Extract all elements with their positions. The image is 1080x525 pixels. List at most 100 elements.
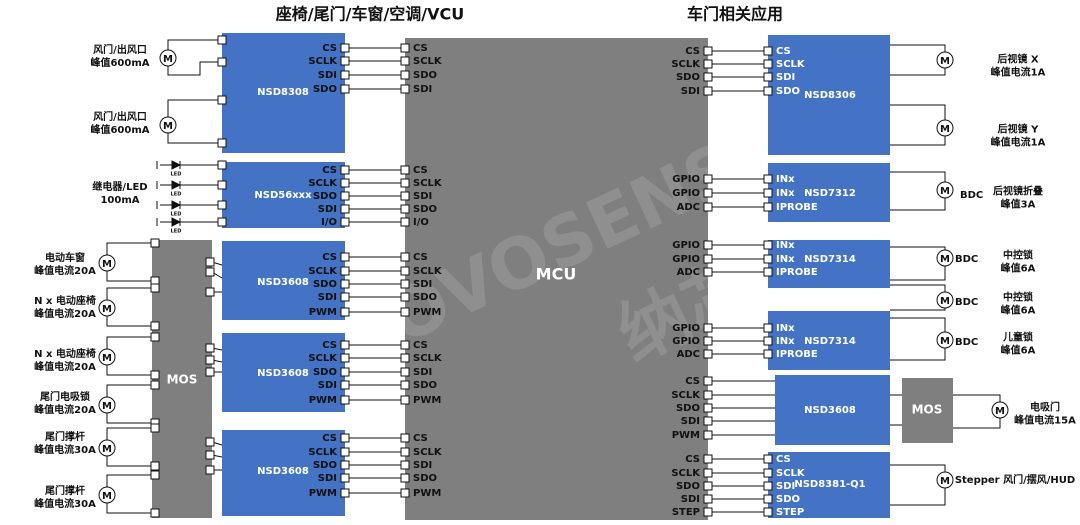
bdc-label: BDC xyxy=(960,190,983,201)
load-label: 风门/出风口 xyxy=(93,110,147,123)
pin xyxy=(150,461,160,471)
pin xyxy=(217,95,227,105)
pin xyxy=(703,323,713,333)
mos-label: MOS xyxy=(167,373,198,387)
pin-label: PWM xyxy=(413,395,441,406)
chip xyxy=(768,240,890,288)
pin-label: CS xyxy=(322,433,337,444)
pin-label: IPROBE xyxy=(776,267,818,278)
mos-label: MOS xyxy=(912,403,943,417)
pin xyxy=(703,481,713,491)
pin-label: SDI xyxy=(413,460,432,471)
pin xyxy=(340,204,350,214)
chip xyxy=(222,33,345,153)
pin xyxy=(217,35,227,45)
pin xyxy=(340,395,350,405)
wire xyxy=(890,464,946,472)
pin xyxy=(400,460,410,470)
wire xyxy=(106,316,155,327)
wire xyxy=(890,308,946,311)
pin-label: CS xyxy=(413,165,428,176)
chip xyxy=(768,311,890,370)
motor xyxy=(936,291,954,309)
wire xyxy=(890,266,946,281)
pin-label: CS xyxy=(322,252,337,263)
pin-label: ADC xyxy=(677,267,700,278)
pin xyxy=(400,473,410,483)
pin xyxy=(703,267,713,277)
chip-name: NSD3608 xyxy=(257,368,309,379)
bdc-label: BDC xyxy=(955,297,978,308)
motor xyxy=(936,51,954,69)
load-label: 电吸门 xyxy=(1030,401,1060,414)
motor xyxy=(936,119,954,137)
wire xyxy=(106,427,155,440)
pin-label: SDI xyxy=(681,416,700,427)
pin xyxy=(703,390,713,400)
load-label: 峰值600mA xyxy=(90,123,149,136)
wire xyxy=(890,44,946,52)
pin xyxy=(400,84,410,94)
pin xyxy=(703,59,713,69)
pin-label: SDO xyxy=(776,494,800,505)
pin xyxy=(763,481,773,491)
motor xyxy=(98,396,116,414)
pin-label: CS xyxy=(322,43,337,54)
pin xyxy=(703,349,713,359)
pin-label: PWM xyxy=(672,430,700,441)
pin xyxy=(763,86,773,96)
wire xyxy=(953,394,1001,402)
pin-label: SDI xyxy=(413,367,432,378)
chip xyxy=(768,35,890,155)
pin xyxy=(217,138,227,148)
pin-label: INx xyxy=(776,254,795,265)
pin xyxy=(703,254,713,264)
pin-label: SCLK xyxy=(776,468,806,479)
pin xyxy=(340,353,350,363)
led xyxy=(171,160,182,170)
pin xyxy=(205,355,215,365)
chip xyxy=(768,452,890,518)
pin-label: SDI xyxy=(318,70,337,81)
wire xyxy=(106,456,155,467)
pin-label: SDI xyxy=(681,494,700,505)
chip xyxy=(768,163,890,222)
pin xyxy=(205,267,215,277)
load-label: 尾门电吸锁 xyxy=(40,390,90,403)
pin xyxy=(217,160,227,170)
pin-label: SCLK xyxy=(671,390,701,401)
pin xyxy=(400,367,410,377)
load-label: 峰值电流1A xyxy=(991,66,1046,79)
pin-label: STEP xyxy=(776,507,804,518)
wire xyxy=(890,348,946,361)
pin xyxy=(340,292,350,302)
load-label: 电动车窗 xyxy=(45,251,85,264)
pin-label: INx xyxy=(776,240,795,251)
motor-symbol: M xyxy=(102,353,112,364)
chip-name: NSD8306 xyxy=(804,90,856,101)
chip xyxy=(775,375,890,445)
wire xyxy=(890,171,946,182)
chip-name: NSD3608 xyxy=(257,466,309,477)
pin-label: PWM xyxy=(413,488,441,499)
pin-label: SDI xyxy=(681,86,700,97)
pin-label: IPROBE xyxy=(776,349,818,360)
pin-label: GPIO xyxy=(672,240,700,251)
pin xyxy=(763,267,773,277)
motor xyxy=(936,471,954,489)
chip-name: NSD8381-Q1 xyxy=(794,479,865,490)
wire xyxy=(106,336,155,349)
pin xyxy=(340,56,350,66)
pin xyxy=(703,86,713,96)
pin xyxy=(763,468,773,478)
load-label: 继电器/LED xyxy=(92,180,147,193)
pin-label: SDI xyxy=(413,84,432,95)
pin-label: CS xyxy=(776,454,791,465)
pin xyxy=(400,279,410,289)
pin-label: CS xyxy=(685,454,700,465)
wire xyxy=(106,474,155,487)
chip-name: NSD3608 xyxy=(804,405,856,416)
wire xyxy=(167,133,222,144)
pin xyxy=(340,488,350,498)
motor-symbol: M xyxy=(940,296,950,307)
